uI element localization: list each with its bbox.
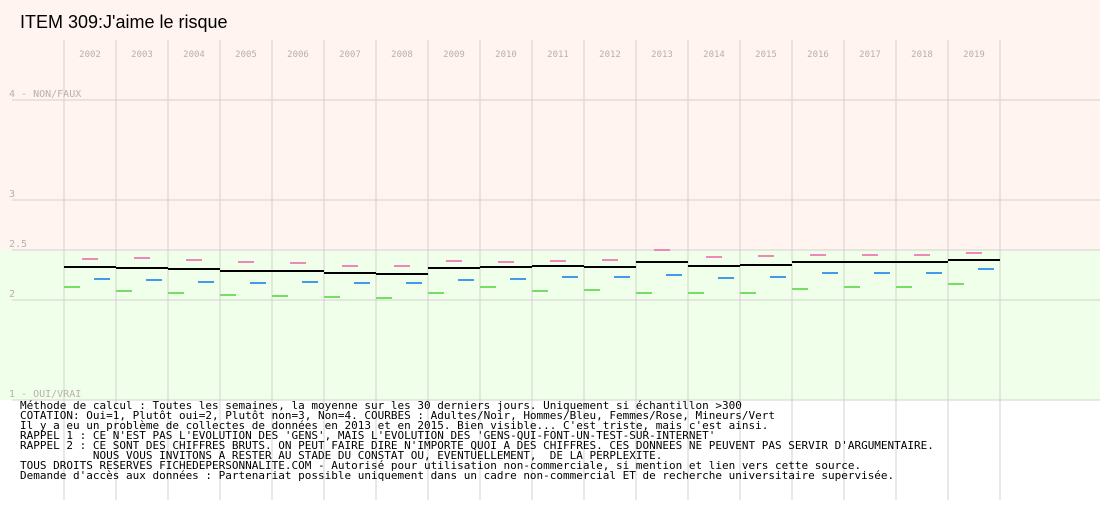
x-tick-label: 2007 xyxy=(339,50,361,60)
note-line: Il y a eu un problème de collectes de do… xyxy=(20,419,769,432)
note-line: RAPPEL 2 : CE SONT DES CHIFFRES BRUTS. O… xyxy=(20,439,934,452)
y-tick-label: 2.5 xyxy=(9,239,27,250)
x-tick-label: 2002 xyxy=(79,50,101,60)
note-line: Méthode de calcul : Toutes les semaines,… xyxy=(20,399,742,412)
chart-title: ITEM 309:J'aime le risque xyxy=(20,12,228,32)
x-tick-label: 2008 xyxy=(391,50,413,60)
x-tick-label: 2016 xyxy=(807,50,829,60)
zone-band xyxy=(0,0,1100,100)
x-tick-label: 2005 xyxy=(235,50,257,60)
notes-block: Méthode de calcul : Toutes les semaines,… xyxy=(20,399,1095,482)
y-tick-label: 2 xyxy=(9,289,15,300)
x-tick-label: 2018 xyxy=(911,50,933,60)
zone-band xyxy=(0,250,1100,400)
x-tick-label: 2003 xyxy=(131,50,153,60)
x-tick-label: 2009 xyxy=(443,50,465,60)
zone-band xyxy=(0,100,1100,250)
x-tick-label: 2006 xyxy=(287,50,309,60)
x-tick-label: 2017 xyxy=(859,50,881,60)
x-tick-label: 2004 xyxy=(183,50,205,60)
note-line: NOUS VOUS INVITONS A RESTER AU STADE DU … xyxy=(20,449,663,462)
x-tick-label: 2012 xyxy=(599,50,621,60)
x-tick-label: 2014 xyxy=(703,50,725,60)
x-tick-label: 2010 xyxy=(495,50,517,60)
x-tick-label: 2015 xyxy=(755,50,777,60)
x-tick-label: 2011 xyxy=(547,50,569,60)
y-tick-label: 1 - OUI/VRAI xyxy=(9,389,81,400)
x-tick-label: 2019 xyxy=(963,50,985,60)
note-line: RAPPEL 1 : CE N'EST PAS L'EVOLUTION DES … xyxy=(20,429,716,442)
note-line: TOUS DROITS RESERVES FICHEDEPERSONNALITE… xyxy=(20,459,862,472)
y-tick-label: 3 xyxy=(9,189,15,200)
x-tick-label: 2013 xyxy=(651,50,673,60)
note-line: COTATION: Oui=1, Plutôt oui=2, Plutôt no… xyxy=(20,409,775,422)
y-tick-label: 4 - NON/FAUX xyxy=(9,89,81,100)
note-line: Demande d'accès aux données : Partenaria… xyxy=(20,469,895,482)
